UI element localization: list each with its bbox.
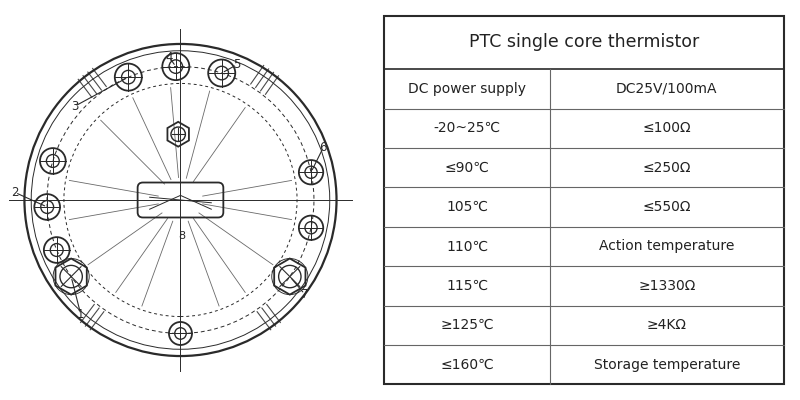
Text: 6: 6: [320, 141, 327, 154]
Text: ≤250Ω: ≤250Ω: [642, 161, 691, 175]
Text: Action temperature: Action temperature: [599, 240, 734, 254]
Bar: [384, 16, 784, 69]
Text: 4: 4: [166, 51, 173, 64]
Text: ≥125℃: ≥125℃: [440, 318, 494, 332]
Text: ≤160℃: ≤160℃: [440, 358, 494, 372]
Text: DC25V/100mA: DC25V/100mA: [616, 82, 718, 96]
Text: 110℃: 110℃: [446, 240, 488, 254]
Text: ≤100Ω: ≤100Ω: [642, 121, 691, 135]
Text: 3: 3: [71, 100, 79, 112]
Text: ≤550Ω: ≤550Ω: [642, 200, 691, 214]
Text: 7: 7: [301, 288, 308, 300]
Text: 1: 1: [77, 308, 85, 321]
Text: 105℃: 105℃: [446, 200, 488, 214]
Text: ≤90℃: ≤90℃: [445, 161, 490, 175]
Text: 115℃: 115℃: [446, 279, 488, 293]
Text: ≥4KΩ: ≥4KΩ: [647, 318, 687, 332]
Text: Storage temperature: Storage temperature: [594, 358, 740, 372]
Text: ≥1330Ω: ≥1330Ω: [638, 279, 695, 293]
Text: PTC single core thermistor: PTC single core thermistor: [469, 34, 699, 52]
Text: 2: 2: [11, 186, 18, 199]
Text: -20~25℃: -20~25℃: [434, 121, 501, 135]
Text: 5: 5: [233, 58, 241, 71]
Text: 8: 8: [178, 231, 186, 241]
Text: DC power supply: DC power supply: [408, 82, 526, 96]
